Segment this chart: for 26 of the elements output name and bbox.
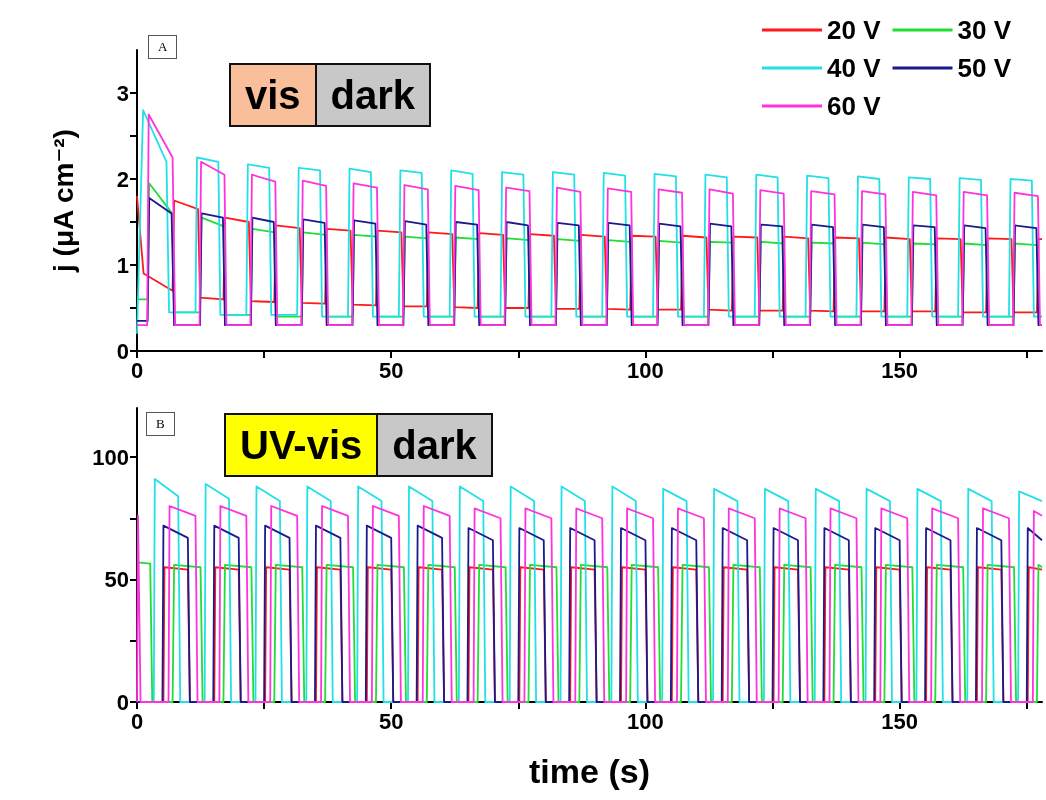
y-tick-label: 1 [116,252,129,278]
x-tick-label: 150 [881,708,918,734]
legend-label: 60 V [827,91,882,121]
annotation: UV-vis [224,413,379,477]
legend-label: 40 V [827,53,882,83]
y-tick-label: 2 [116,166,129,192]
y-tick-label: 3 [116,80,129,106]
y-tick-label: 100 [92,444,129,470]
y-axis-title: j (μA cm⁻²) [47,129,79,273]
x-tick-label: 100 [627,708,664,734]
x-tick-label: 50 [378,357,404,383]
legend-label: 30 V [957,15,1012,45]
y-tick-label: 50 [104,567,129,592]
annotation: A [148,35,178,59]
x-axis-title: time (s) [529,752,650,790]
annotation: B [146,412,175,436]
annotation: dark [316,63,432,127]
y-tick-label: 0 [116,338,129,364]
x-tick-label: 50 [378,708,404,734]
legend-label: 50 V [957,53,1012,83]
legend-label: 20 V [827,15,882,45]
y-tick-label: 0 [116,689,129,715]
x-tick-label: 100 [627,357,664,383]
annotation: vis [229,63,317,127]
annotation: dark [378,413,493,477]
x-tick-label: 150 [881,357,918,383]
